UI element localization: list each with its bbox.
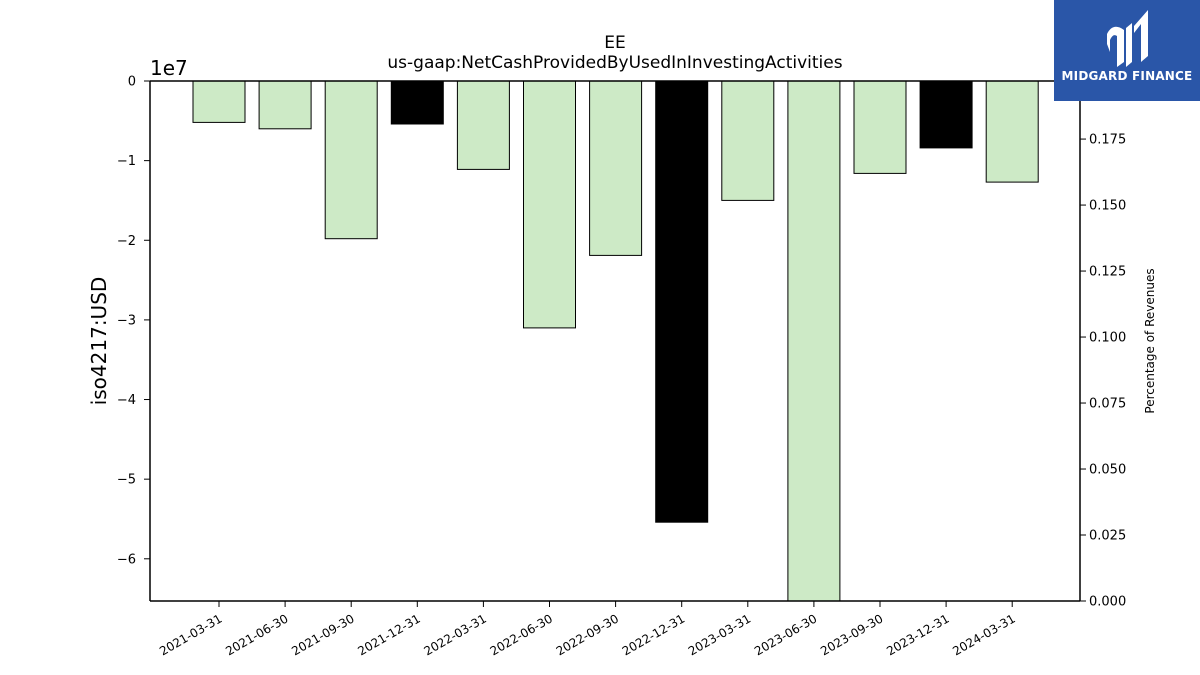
bar-2021-09-30 [324, 80, 378, 240]
x-tick-label: 2022-09-30 [554, 611, 621, 658]
x-tick-label: 2023-09-30 [818, 611, 885, 658]
bar-2022-12-31 [655, 80, 709, 523]
logo-text: MIDGARD FINANCE [1061, 69, 1193, 83]
y2-tick-label: 0.150 [1089, 199, 1126, 214]
y2-tick-label: 0.100 [1089, 331, 1126, 346]
y2-tick-label: 0.050 [1089, 463, 1126, 478]
y-tick-label: −5 [117, 473, 136, 488]
y2-tick-label: 0.025 [1089, 529, 1126, 544]
x-tick-label: 2023-12-31 [884, 611, 951, 658]
x-tick-label: 2021-12-31 [355, 611, 422, 658]
labels-layer: EE us-gaap:NetCashProvidedByUsedInInvest… [87, 33, 1157, 414]
y2-axis-label: Percentage of Revenues [1143, 268, 1157, 413]
y-offset-label: 1e7 [150, 56, 188, 80]
y-tick-label: −3 [117, 313, 136, 328]
y-tick-label: −2 [117, 234, 136, 249]
x-tick-label: 2021-06-30 [223, 611, 290, 658]
bar-2023-06-30 [787, 80, 841, 602]
midgard-finance-logo: MIDGARD FINANCE [1054, 0, 1200, 101]
x-tick-label: 2023-03-31 [686, 611, 753, 658]
y-tick-label: 0 [128, 75, 136, 90]
bar-2022-03-31 [456, 80, 510, 170]
x-tick-label: 2024-03-31 [950, 611, 1017, 658]
x-tick-label: 2022-03-31 [421, 611, 488, 658]
bars-layer [192, 80, 1039, 602]
x-tick-label: 2023-06-30 [752, 611, 819, 658]
y2-tick-label: 0.075 [1089, 397, 1126, 412]
x-tick-label: 2022-06-30 [488, 611, 555, 658]
x-tick-label: 2022-12-31 [620, 611, 687, 658]
bar-2023-09-30 [853, 80, 907, 174]
bar-2023-12-31 [919, 80, 973, 149]
y-tick-label: −4 [117, 393, 136, 408]
bar-2024-03-31 [985, 80, 1039, 183]
bar-2023-03-31 [721, 80, 775, 201]
bar-2021-06-30 [258, 80, 312, 130]
y-tick-label: −6 [117, 552, 136, 567]
chart-title: EE [604, 33, 625, 53]
y2-tick-label: 0.000 [1089, 595, 1126, 610]
y-axis-label: iso4217:USD [87, 277, 111, 406]
y2-tick-label: 0.125 [1089, 265, 1126, 280]
bar-2022-09-30 [589, 80, 643, 256]
x-tick-label: 2021-09-30 [289, 611, 356, 658]
y-tick-label: −1 [117, 154, 136, 169]
x-tick-label: 2021-03-31 [157, 611, 224, 658]
bar-2021-03-31 [192, 80, 246, 123]
midgard-logo-icon [1107, 10, 1148, 67]
chart-subtitle: us-gaap:NetCashProvidedByUsedInInvesting… [387, 53, 842, 73]
bar-2022-06-30 [523, 80, 576, 329]
bar-2021-12-31 [390, 80, 444, 125]
y2-tick-label: 0.175 [1089, 133, 1126, 148]
